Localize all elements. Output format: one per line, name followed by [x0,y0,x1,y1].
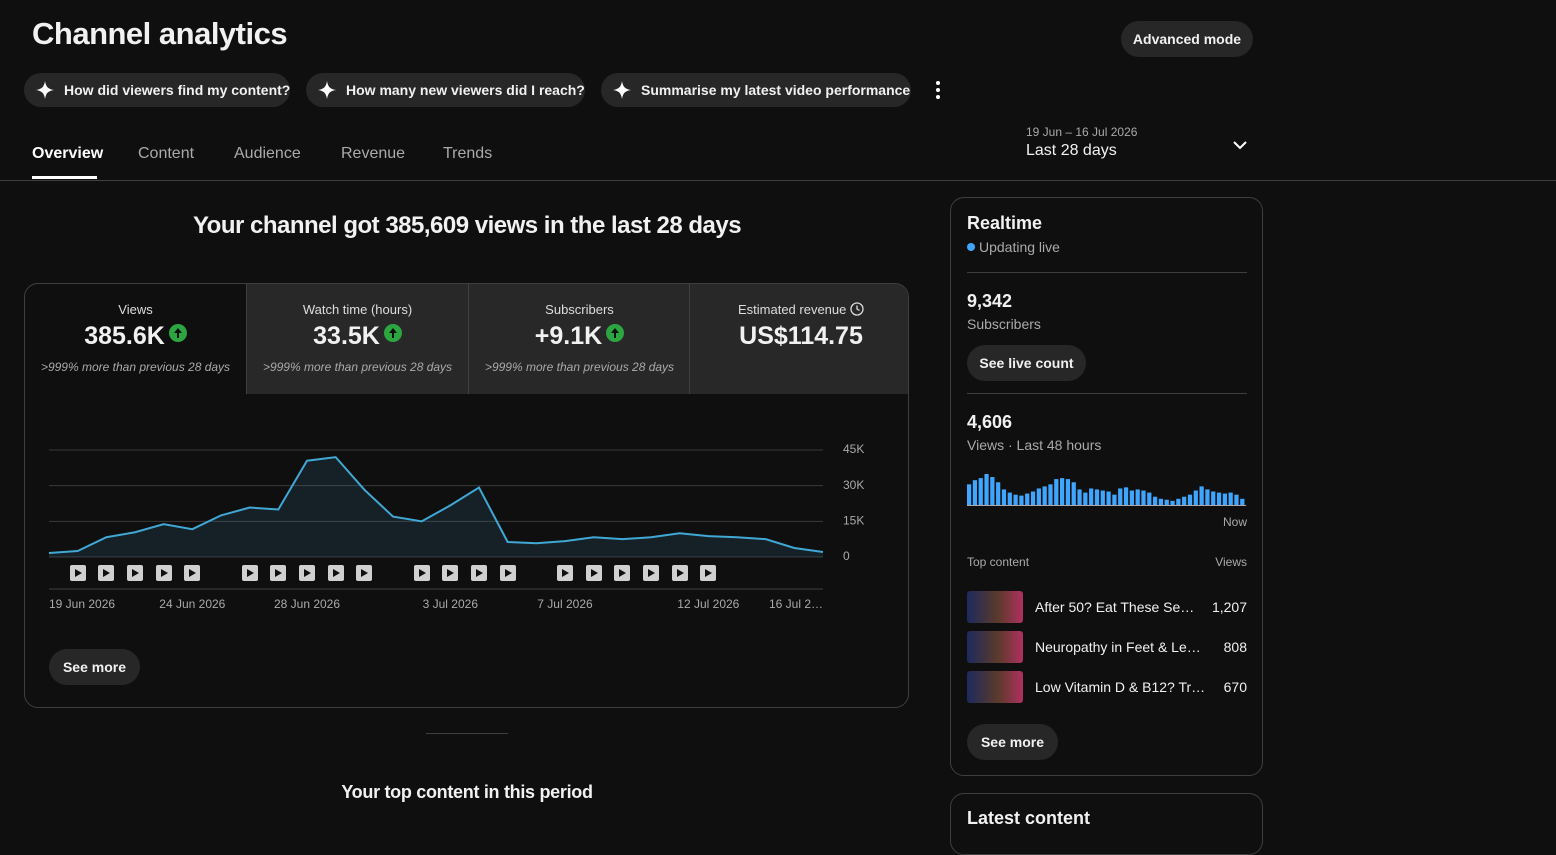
divider [0,180,1556,181]
date-period[interactable]: Last 28 days [1026,142,1117,159]
see-live-count-button[interactable]: See live count [967,345,1086,381]
dropdown-chevron[interactable] [1232,140,1248,150]
chip-label: How many new viewers did I reach? [346,82,585,98]
views-count: 4,606 [967,412,1013,432]
chip-label: Summarise my latest video performance [641,82,911,98]
kpi-label: Views [118,302,153,317]
advanced-mode-button[interactable]: Advanced mode [1121,21,1253,57]
video-title[interactable]: Low Vitamin D & B12? Tr… [1035,679,1206,695]
video-views: 670 [1223,679,1247,695]
live-dot [967,243,975,251]
kpi-change: >999% more than previous 28 days [484,360,675,374]
suggestion-chip[interactable]: How many new viewers did I reach? [306,73,585,107]
thumbnail[interactable] [967,591,1023,623]
kpi-label: Subscribers [545,302,614,317]
realtime-status: Updating live [979,239,1060,255]
kpi-tab[interactable]: Estimated revenue US$114.75 [689,284,908,394]
kpi-tab[interactable]: Watch time (hours) 33.5K >999% more than… [246,284,468,394]
subscriber-count: 9,342 [967,291,1013,311]
video-title[interactable]: After 50? Eat These Se… [1035,599,1195,615]
kpi-value: +9.1K [534,322,603,350]
kpi-value: 385.6K [84,322,165,350]
subscriber-label: Subscribers [967,316,1041,332]
divider [967,393,1247,394]
chip-label: How did viewers find my content? [64,82,291,98]
page-title: Channel analytics [32,16,288,51]
kpi-label: Estimated revenue [737,302,847,317]
thumbnail[interactable] [967,671,1023,703]
tab[interactable]: Audience [234,145,301,162]
video-title[interactable]: Neuropathy in Feet & Le… [1035,639,1201,655]
kpi-tab[interactable]: Subscribers +9.1K >999% more than previo… [468,284,690,394]
tab[interactable]: Content [138,145,195,162]
page: Channel analytics Advanced mode How did … [0,16,1556,855]
thumbnail[interactable] [967,631,1023,663]
kpi-change: >999% more than previous 28 days [262,360,453,374]
suggestion-chip[interactable]: How did viewers find my content? [24,73,290,107]
see-more-button[interactable]: See more [49,649,140,685]
overview-card: Views 385.6K >999% more than previous 28… [24,283,909,708]
video-views: 808 [1223,639,1247,655]
kpi-change: >999% more than previous 28 days [40,360,231,374]
video-views: 1,207 [1211,599,1247,615]
tab[interactable]: Overview [32,145,104,162]
see-more-button[interactable]: See more [967,724,1058,760]
tab[interactable]: Revenue [341,145,406,162]
now-label: Now [1222,515,1247,529]
section-heading: Your top content in this period [341,782,593,802]
more-menu[interactable] [934,80,942,100]
headline: Your channel got 385,609 views in the la… [192,212,742,239]
divider [967,272,1247,273]
kpi-value: 33.5K [313,322,380,350]
date-range: 19 Jun – 16 Jul 2026 [1026,125,1138,139]
realtime-title: Realtime [967,213,1043,233]
views-label: Views · Last 48 hours [967,437,1102,453]
realtime-card [950,197,1263,776]
divider [426,733,508,734]
tab[interactable]: Trends [443,145,493,162]
latest-content-title: Latest content [967,808,1091,828]
kpi-label: Watch time (hours) [302,302,413,317]
tab-indicator [32,176,97,179]
views-header: Views [1215,555,1247,569]
kpi-value: US$114.75 [739,322,863,350]
suggestion-chip[interactable]: Summarise my latest video performance [601,73,911,107]
top-content-label: Top content [967,555,1030,569]
kpi-tab[interactable]: Views 385.6K >999% more than previous 28… [25,284,246,394]
